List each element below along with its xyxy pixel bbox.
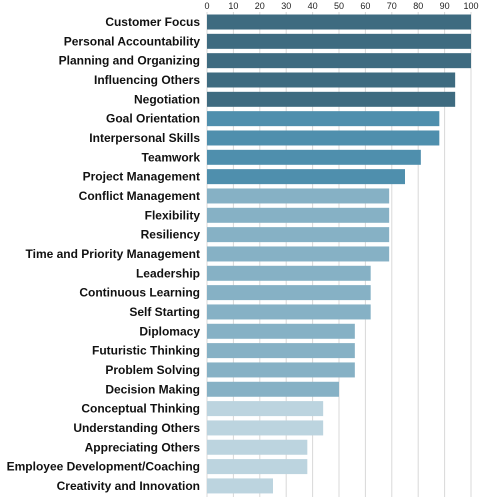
category-label: Understanding Others <box>73 421 200 435</box>
bar <box>207 72 456 88</box>
x-tick-label: 80 <box>413 1 423 11</box>
category-label: Flexibility <box>145 208 201 222</box>
category-label: Teamwork <box>142 150 201 164</box>
x-tick-label: 60 <box>360 1 370 11</box>
bar <box>207 246 390 262</box>
x-tick-label: 10 <box>228 1 238 11</box>
category-label: Appreciating Others <box>85 440 201 454</box>
bar <box>207 323 355 339</box>
bar <box>207 149 421 165</box>
bar <box>207 439 308 455</box>
category-label: Negotiation <box>134 92 200 106</box>
category-label: Continuous Learning <box>79 286 200 300</box>
x-tick-label: 30 <box>281 1 291 11</box>
bar <box>207 227 390 243</box>
category-label: Diplomacy <box>139 324 200 338</box>
category-label: Time and Priority Management <box>26 247 201 261</box>
bar <box>207 14 471 30</box>
bar <box>207 169 405 185</box>
category-label: Creativity and Innovation <box>57 479 200 493</box>
category-label: Influencing Others <box>94 73 200 87</box>
bar <box>207 459 308 475</box>
x-tick-label: 50 <box>334 1 344 11</box>
bar <box>207 478 273 494</box>
bar <box>207 130 440 146</box>
category-label: Self Starting <box>129 305 200 319</box>
bar <box>207 265 371 281</box>
category-label: Futuristic Thinking <box>92 344 200 358</box>
category-label: Decision Making <box>105 382 200 396</box>
bar <box>207 401 324 417</box>
bar <box>207 111 440 127</box>
category-labels: Customer Focus Personal Accountability Pla… <box>7 15 201 493</box>
x-tick-label: 40 <box>308 1 318 11</box>
x-axis: 0 10 20 30 40 50 60 70 80 90 100 <box>204 1 478 11</box>
category-label: Employee Development/Coaching <box>7 460 200 474</box>
category-label: Goal Orientation <box>106 112 200 126</box>
category-label: Conceptual Thinking <box>81 402 200 416</box>
bar <box>207 91 456 107</box>
category-label: Leadership <box>136 266 200 280</box>
x-tick-label: 90 <box>440 1 450 11</box>
bar <box>207 207 390 223</box>
category-label: Resiliency <box>141 228 201 242</box>
category-label: Problem Solving <box>105 363 200 377</box>
bar <box>207 362 355 378</box>
x-tick-label: 100 <box>463 1 478 11</box>
category-label: Personal Accountability <box>64 34 201 48</box>
bar <box>207 285 371 301</box>
bar <box>207 343 355 359</box>
bar <box>207 33 471 49</box>
bar <box>207 188 390 204</box>
x-tick-label: 0 <box>204 1 209 11</box>
category-label: Conflict Management <box>79 189 200 203</box>
bars <box>207 14 471 494</box>
bar <box>207 304 371 320</box>
bar <box>207 381 339 397</box>
x-tick-label: 20 <box>255 1 265 11</box>
category-label: Customer Focus <box>105 15 200 29</box>
bar <box>207 420 324 436</box>
category-label: Project Management <box>83 170 200 184</box>
category-label: Planning and Organizing <box>59 54 200 68</box>
x-tick-label: 70 <box>387 1 397 11</box>
bar <box>207 53 471 69</box>
category-label: Interpersonal Skills <box>89 131 200 145</box>
